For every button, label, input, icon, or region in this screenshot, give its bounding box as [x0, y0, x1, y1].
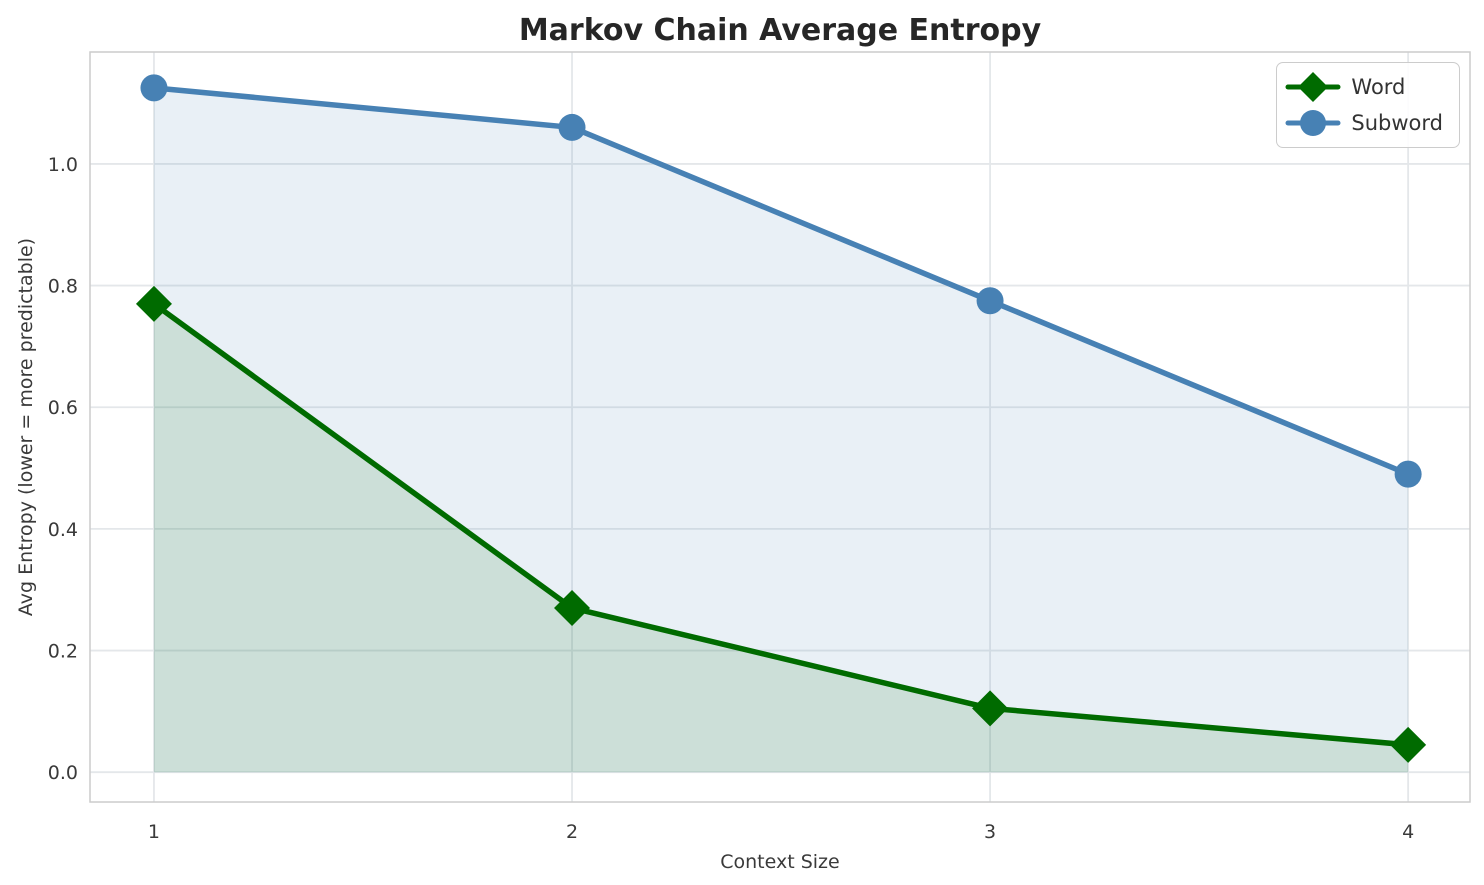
legend-label: Word	[1351, 74, 1406, 99]
plot-border	[89, 51, 1471, 803]
legend-item-word: Word	[1285, 70, 1443, 104]
circle-marker	[976, 287, 1004, 315]
legend: Word Subword	[1276, 62, 1460, 148]
chart-title: Markov Chain Average Entropy	[519, 13, 1042, 48]
legend-label: Subword	[1351, 110, 1443, 135]
tick-labels: 0.0 0.2 0.4 0.6 0.8 1.0 1 2 3 4	[48, 154, 1414, 843]
x-tick-label: 4	[1402, 821, 1414, 843]
y-tick-label: 0.2	[48, 641, 78, 663]
x-tick-label: 2	[566, 821, 578, 843]
circle-marker	[558, 113, 586, 141]
circle-legend-icon	[1285, 110, 1341, 136]
x-tick-label: 1	[148, 821, 160, 843]
diamond-marker	[972, 690, 1009, 727]
diamond-marker	[135, 285, 172, 322]
y-tick-label: 0.0	[48, 762, 78, 784]
series-line-word	[151, 301, 1411, 748]
area-fill-subword	[153, 87, 1409, 773]
y-tick-label: 0.8	[48, 276, 78, 298]
diamond-marker	[1390, 726, 1427, 763]
y-tick-label: 0.4	[48, 519, 78, 541]
area-fills	[153, 87, 1409, 773]
x-tick-label: 3	[984, 821, 996, 843]
gridlines	[90, 52, 1470, 802]
area-fill-word	[153, 303, 1409, 773]
circle-marker	[140, 74, 168, 102]
circle-marker	[1394, 460, 1422, 488]
y-axis-label: Avg Entropy (lower = more predictable)	[15, 238, 37, 616]
diamond-marker	[554, 589, 591, 626]
legend-item-subword: Subword	[1285, 106, 1443, 140]
series-line-subword	[151, 85, 1411, 477]
y-tick-label: 0.6	[48, 397, 78, 419]
y-tick-label: 1.0	[48, 154, 78, 176]
diamond-legend-icon	[1285, 72, 1341, 102]
data-series	[135, 74, 1427, 763]
x-axis-label: Context Size	[720, 851, 839, 873]
